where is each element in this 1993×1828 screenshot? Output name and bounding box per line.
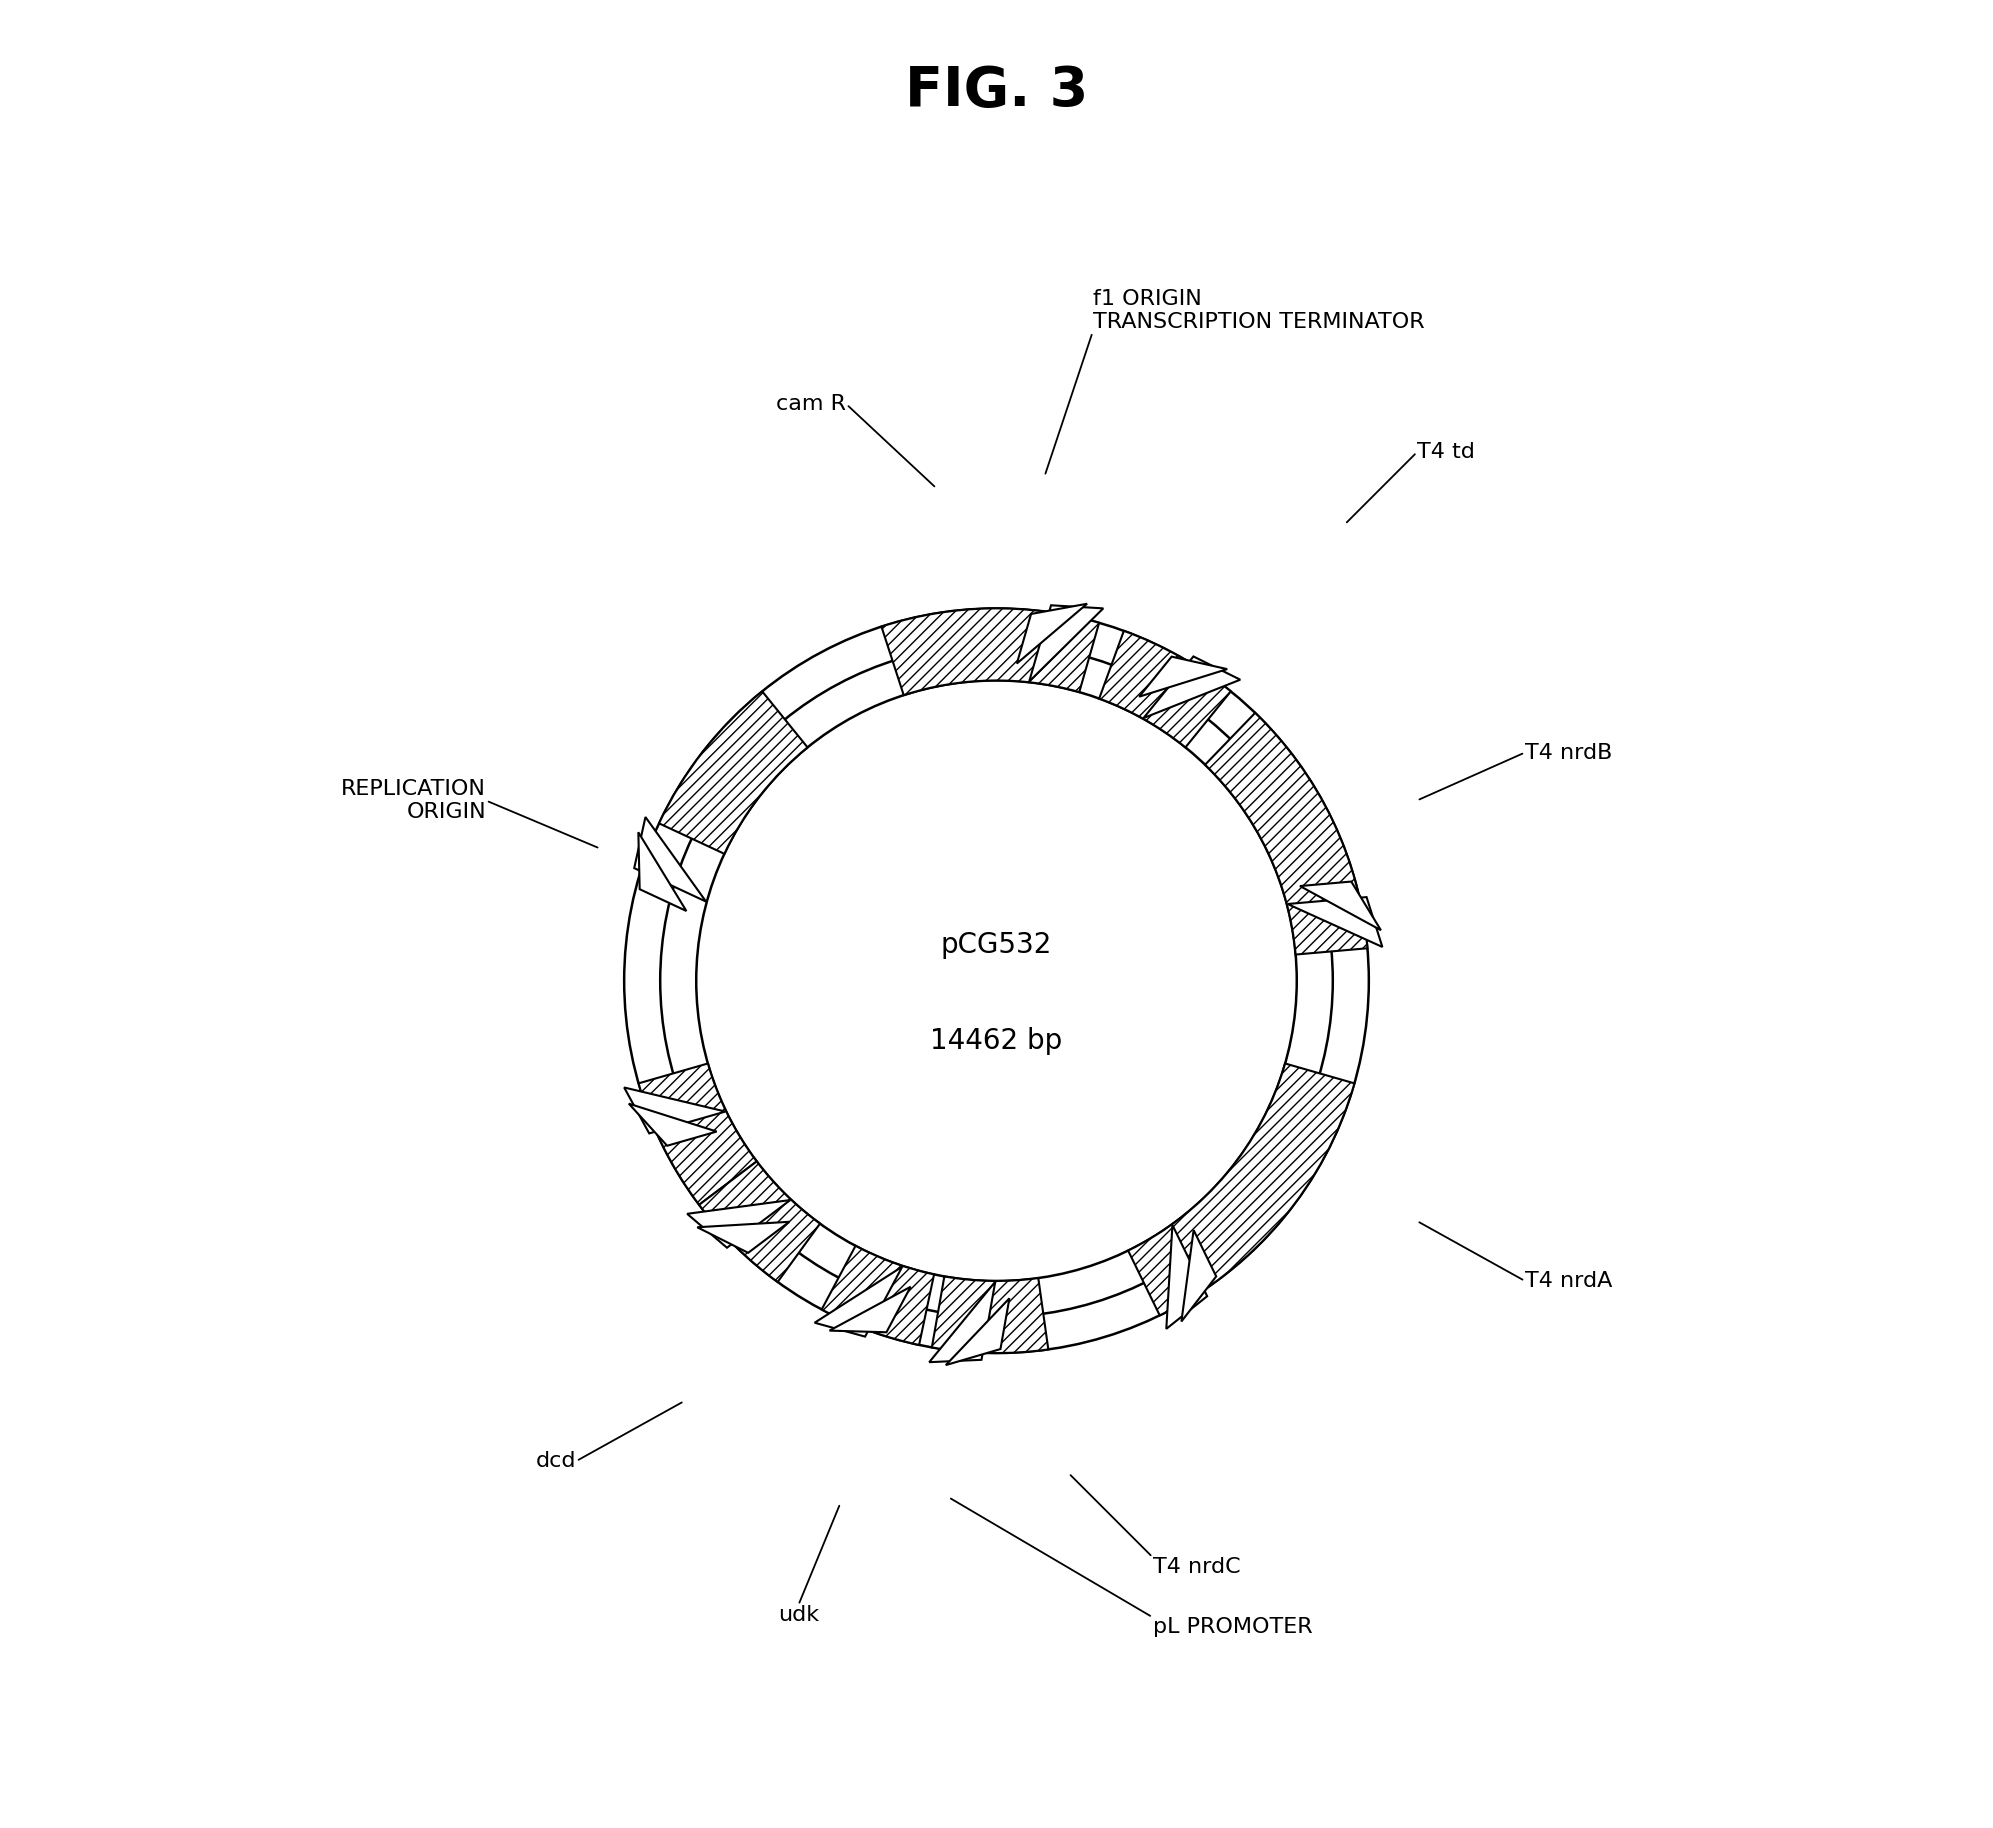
- Polygon shape: [929, 1281, 995, 1362]
- Polygon shape: [947, 1298, 1008, 1366]
- Text: f1 ORIGIN
TRANSCRIPTION TERMINATOR: f1 ORIGIN TRANSCRIPTION TERMINATOR: [1092, 289, 1425, 333]
- Text: pL PROMOTER: pL PROMOTER: [1152, 1618, 1311, 1638]
- Polygon shape: [638, 832, 686, 910]
- Text: dcd: dcd: [536, 1451, 576, 1472]
- Text: FIG. 3: FIG. 3: [905, 64, 1088, 119]
- Text: 14462 bp: 14462 bp: [931, 1027, 1062, 1055]
- Polygon shape: [1144, 656, 1240, 718]
- Text: pCG532: pCG532: [941, 930, 1052, 958]
- Polygon shape: [634, 817, 706, 901]
- Polygon shape: [1016, 603, 1086, 664]
- Polygon shape: [1287, 898, 1383, 947]
- Wedge shape: [881, 609, 1098, 695]
- Polygon shape: [688, 1199, 791, 1249]
- Polygon shape: [630, 1104, 717, 1146]
- Wedge shape: [1128, 1064, 1355, 1316]
- Polygon shape: [1166, 1225, 1208, 1329]
- Polygon shape: [1182, 1230, 1216, 1322]
- Wedge shape: [700, 1161, 819, 1281]
- Text: T4 td: T4 td: [1417, 442, 1475, 462]
- Wedge shape: [1206, 713, 1367, 954]
- Text: T4 nrdB: T4 nrdB: [1525, 742, 1612, 762]
- Wedge shape: [638, 1064, 757, 1205]
- Polygon shape: [698, 1221, 789, 1252]
- Text: REPLICATION
ORIGIN: REPLICATION ORIGIN: [341, 779, 486, 823]
- Polygon shape: [1028, 605, 1104, 682]
- Wedge shape: [821, 1247, 935, 1345]
- Polygon shape: [815, 1267, 903, 1336]
- Text: cam R: cam R: [777, 395, 847, 415]
- Text: udk: udk: [777, 1605, 819, 1625]
- Wedge shape: [1100, 631, 1232, 748]
- Text: T4 nrdC: T4 nrdC: [1152, 1557, 1240, 1578]
- Text: T4 nrdA: T4 nrdA: [1525, 1270, 1612, 1291]
- Polygon shape: [1299, 881, 1381, 930]
- Polygon shape: [1140, 656, 1228, 696]
- Polygon shape: [624, 1088, 725, 1133]
- Polygon shape: [829, 1287, 911, 1333]
- Wedge shape: [933, 1276, 1048, 1353]
- Wedge shape: [660, 691, 807, 854]
